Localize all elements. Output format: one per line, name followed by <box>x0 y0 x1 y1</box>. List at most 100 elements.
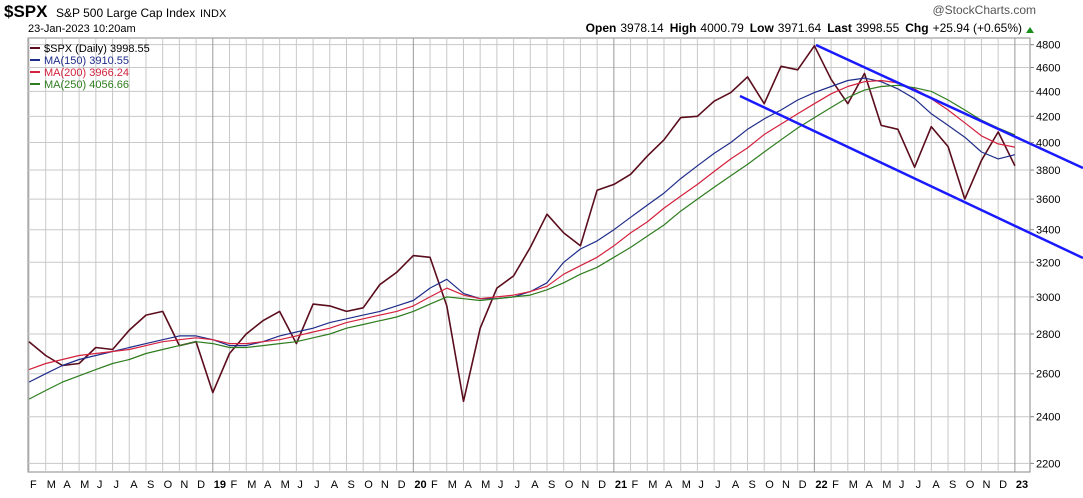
series-lines <box>28 45 1016 403</box>
source: @StockCharts.com <box>932 3 1036 17</box>
x-tick-label: O <box>966 479 975 491</box>
ma-line <box>28 77 1016 383</box>
legend-label: MA(150) 3910.55 <box>44 55 129 67</box>
stat-label: Low <box>750 21 775 35</box>
x-tick-label: N <box>381 479 389 491</box>
x-tick-label: O <box>565 479 574 491</box>
ma-line <box>28 84 1016 400</box>
x-tick-label: A <box>932 479 940 491</box>
x-tick-label: J <box>97 479 103 491</box>
x-tick-label: D <box>398 479 406 491</box>
x-tick-label: J <box>314 479 320 491</box>
stats-line: Open 3978.14 High 4000.79 Low 3971.64 Last 3998… <box>586 21 1022 35</box>
stat-label: Last <box>827 21 852 35</box>
y-tick-label: 4800 <box>1036 40 1060 52</box>
stat-label: Chg <box>905 21 928 35</box>
y-tick-label: 2200 <box>1036 458 1060 470</box>
x-tick-label: J <box>114 479 120 491</box>
x-tick-label: 20 <box>414 479 426 491</box>
y-tick-label: 3400 <box>1036 225 1060 237</box>
x-tick-label: M <box>80 479 89 491</box>
x-tick-label: A <box>464 479 472 491</box>
legend-label: $SPX (Daily) 3998.55 <box>44 43 150 55</box>
x-tick-label: O <box>364 479 373 491</box>
x-tick-label: M <box>682 479 691 491</box>
y-tick-label: 4000 <box>1036 138 1060 150</box>
y-tick-label: 3800 <box>1036 165 1060 177</box>
x-tick-label: 21 <box>615 479 627 491</box>
stat-value: 3978.14 <box>620 21 664 35</box>
x-tick-label: O <box>164 479 173 491</box>
x-tick-label: D <box>799 479 807 491</box>
x-tick-label: F <box>632 479 639 491</box>
x-tick-label: S <box>147 479 154 491</box>
x-tick-label: A <box>531 479 539 491</box>
y-tick-label: 2800 <box>1036 329 1060 341</box>
y-tick-label: 2600 <box>1036 369 1060 381</box>
x-tick-label: S <box>949 479 956 491</box>
x-tick-label: D <box>999 479 1007 491</box>
y-tick-label: 4600 <box>1036 63 1060 75</box>
x-tick-label: M <box>47 479 56 491</box>
y-tick-label: 4400 <box>1036 86 1060 98</box>
x-tick-label: N <box>982 479 990 491</box>
trend-line-lower <box>739 94 1083 260</box>
stat-value: +25.94 (+0.65%) <box>933 21 1022 35</box>
x-tick-label: N <box>581 479 589 491</box>
x-tick-label: F <box>431 479 438 491</box>
y-tick-label: 3200 <box>1036 257 1060 269</box>
x-tick-label: F <box>231 479 238 491</box>
ma-line <box>28 79 1016 371</box>
x-tick-label: N <box>782 479 790 491</box>
x-tick-label: S <box>548 479 555 491</box>
x-tick-label: 22 <box>815 479 827 491</box>
x-tick-label: M <box>281 479 290 491</box>
legend-label: MA(200) 3966.24 <box>44 67 129 79</box>
exchange: INDX <box>200 8 227 20</box>
x-tick-label: J <box>715 479 721 491</box>
x-tick-label: A <box>732 479 740 491</box>
y-tick-label: 4200 <box>1036 111 1060 123</box>
stat-label: Open <box>586 21 617 35</box>
x-tick-label: A <box>63 479 71 491</box>
x-tick-label: A <box>665 479 673 491</box>
chart-subtitle: S&P 500 Large Cap Index <box>56 6 195 20</box>
plot-frame <box>27 37 1031 473</box>
x-tick-label: M <box>247 479 256 491</box>
stat-value: 4000.79 <box>700 21 744 35</box>
x-tick-label: D <box>197 479 205 491</box>
x-tick-label: A <box>331 479 339 491</box>
x-tick-label: J <box>297 479 303 491</box>
stat-label: High <box>670 21 697 35</box>
x-tick-label: A <box>264 479 272 491</box>
y-tick-label: 3000 <box>1036 292 1060 304</box>
x-tick-label: D <box>598 479 606 491</box>
x-tick-label: J <box>498 479 504 491</box>
x-tick-label: F <box>832 479 839 491</box>
x-tick-label: M <box>648 479 657 491</box>
x-tick-label: M <box>882 479 891 491</box>
change-arrow <box>1026 27 1034 33</box>
y-tick-label: 3600 <box>1036 194 1060 206</box>
x-tick-label: M <box>849 479 858 491</box>
y-tick-label: 2400 <box>1036 412 1060 424</box>
x-tick-label: A <box>130 479 138 491</box>
x-tick-label: M <box>448 479 457 491</box>
x-tick-label: 19 <box>214 479 226 491</box>
stats: Open 3978.14 High 4000.79 Low 3971.64 Last 3998… <box>586 21 1022 35</box>
axes: 2200 2400 2600 2800 3000 3200 3400 3600 3800 4000… <box>30 40 1060 491</box>
legend-label: MA(250) 4056.66 <box>44 79 129 91</box>
x-tick-label: N <box>180 479 188 491</box>
x-tick-label: J <box>515 479 521 491</box>
trend-line-upper <box>815 43 1083 170</box>
stat-value: 3971.64 <box>778 21 822 35</box>
x-tick-label: O <box>765 479 774 491</box>
x-tick-label: S <box>347 479 354 491</box>
x-tick-label: F <box>30 479 37 491</box>
stat-value: 3998.55 <box>856 21 900 35</box>
date: 23-Jan-2023 10:20am <box>28 23 136 35</box>
x-tick-label: A <box>866 479 874 491</box>
x-tick-label: M <box>481 479 490 491</box>
